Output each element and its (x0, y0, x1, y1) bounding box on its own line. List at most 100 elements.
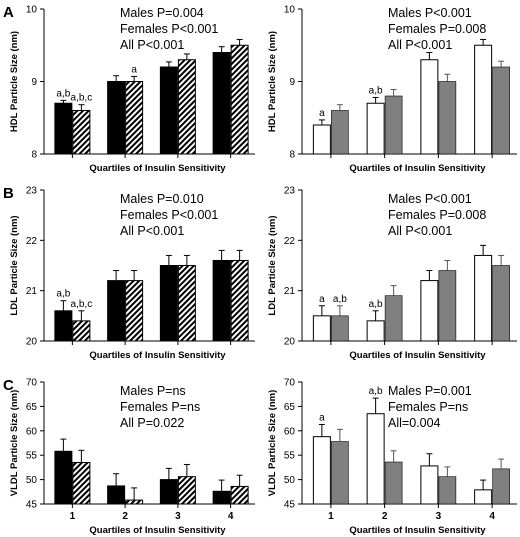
p-value-annotation: Females P<0.001 (120, 208, 218, 222)
x-tick-label: 2 (382, 511, 388, 522)
bar-males (474, 44, 493, 155)
p-value-annotation: All P<0.001 (388, 224, 452, 238)
bar-females (125, 81, 144, 155)
p-value-annotation: Males P=0.004 (120, 6, 204, 20)
bar-females (125, 499, 144, 505)
bar-females (492, 265, 510, 342)
bar-males (159, 479, 178, 505)
x-axis-label: Quartiles of Insulin Sensitivity (349, 350, 486, 361)
y-axis-label: LDL Particle Size (nm) (267, 215, 278, 315)
y-tick-label: 8 (31, 150, 37, 161)
y-tick-label: 20 (26, 337, 38, 348)
y-tick-label: 45 (26, 500, 38, 511)
significance-label: a,b,c (71, 299, 93, 310)
chart-panel-c-right: 45 50 55 60 65 70 VLDL Particle Size (nm) Quart… (267, 378, 517, 536)
significance-label: a,b,c (71, 93, 93, 104)
bar-males (366, 102, 385, 155)
bar-males (366, 320, 385, 342)
y-tick-label: 22 (284, 236, 296, 247)
bar-males (107, 485, 126, 505)
bar-males (54, 102, 73, 155)
bar-males (474, 254, 493, 342)
x-tick-label: 1 (70, 511, 76, 522)
bar-males (366, 413, 385, 505)
chart-panel-c-left: 45 50 55 60 65 70 VLDL Particle Size (nm) Quart… (3, 377, 255, 536)
y-axis-label: LDL Particle Size (nm) (9, 215, 20, 315)
x-axis-label: Quartiles of Insulin Sensitivity (349, 525, 486, 536)
significance-label: a (319, 412, 325, 423)
significance-label: a,b (333, 294, 347, 305)
bar-females (177, 59, 196, 155)
bar-females (177, 476, 196, 505)
bar-males (312, 436, 331, 505)
x-axis-label: Quartiles of Insulin Sensitivity (89, 350, 226, 361)
significance-label: a,b (369, 85, 383, 96)
p-value-annotation: Females P=ns (388, 400, 468, 414)
bar-males (212, 259, 231, 342)
bar-males (54, 310, 73, 342)
bar-females (331, 315, 349, 342)
bar-females (230, 485, 249, 505)
x-axis-label: Quartiles of Insulin Sensitivity (349, 163, 486, 174)
y-tick-label: 45 (284, 500, 296, 511)
y-axis-label: HDL Particle Size (nm) (267, 31, 278, 132)
panel-letter: B (3, 185, 14, 202)
p-value-annotation: Females P=ns (120, 400, 200, 414)
bar-females (72, 110, 91, 155)
y-tick-label: 23 (26, 186, 38, 197)
bar-females (230, 44, 249, 155)
bar-females (72, 462, 91, 505)
panel-letter: C (3, 377, 14, 394)
bar-males (212, 52, 231, 155)
bar-females (492, 468, 510, 505)
bar-females (492, 66, 510, 155)
y-tick-label: 23 (284, 186, 296, 197)
bar-females (384, 295, 403, 342)
p-value-annotation: Females P=0.008 (388, 22, 486, 36)
x-tick-label: 3 (436, 511, 442, 522)
bar-females (438, 81, 457, 155)
bar-females (230, 259, 249, 342)
bar-females (384, 461, 403, 505)
significance-label: a,b (56, 88, 70, 99)
chart-panel-b-right: 20 21 22 23 LDL Particle Size (nm) Quartiles … (267, 186, 517, 361)
bar-males (212, 490, 231, 505)
y-tick-label: 9 (289, 77, 295, 88)
bar-females (331, 441, 349, 505)
bar-males (159, 66, 178, 155)
significance-label: a,b (369, 299, 383, 310)
x-tick-label: 3 (175, 511, 181, 522)
significance-label: a,b (369, 386, 383, 397)
y-tick-label: 60 (26, 426, 38, 437)
x-tick-label: 4 (228, 511, 234, 522)
significance-label: a (319, 294, 325, 305)
p-value-annotation: Males P<0.001 (388, 6, 472, 20)
x-tick-label: 4 (489, 511, 495, 522)
bar-females (438, 270, 457, 342)
x-axis-label: Quartiles of Insulin Sensitivity (89, 163, 226, 174)
y-tick-label: 55 (284, 451, 296, 462)
y-tick-label: 65 (284, 402, 296, 413)
p-value-annotation: All P=0.022 (120, 416, 184, 430)
y-tick-label: 55 (26, 451, 38, 462)
significance-label: a (131, 64, 137, 75)
p-value-annotation: All P<0.001 (120, 224, 184, 238)
x-tick-label: 2 (122, 511, 128, 522)
y-tick-label: 22 (26, 236, 38, 247)
bar-males (312, 315, 331, 342)
p-value-annotation: All P<0.001 (120, 38, 184, 52)
y-axis-label: HDL Particle Size (nm) (9, 31, 20, 132)
bar-males (54, 450, 73, 505)
p-value-annotation: Males P=ns (120, 384, 186, 398)
p-value-annotation: Males P<0.001 (388, 192, 472, 206)
y-tick-label: 50 (284, 475, 296, 486)
bar-males (420, 465, 439, 505)
y-tick-label: 8 (289, 150, 295, 161)
bar-males (107, 81, 126, 155)
x-tick-label: 1 (328, 511, 334, 522)
p-value-annotation: Females P=0.008 (388, 208, 486, 222)
bar-females (72, 320, 91, 342)
significance-label: a,b (56, 289, 70, 300)
y-axis-label: VLDL Particle Size (nm) (267, 390, 278, 496)
y-tick-label: 10 (26, 5, 38, 16)
